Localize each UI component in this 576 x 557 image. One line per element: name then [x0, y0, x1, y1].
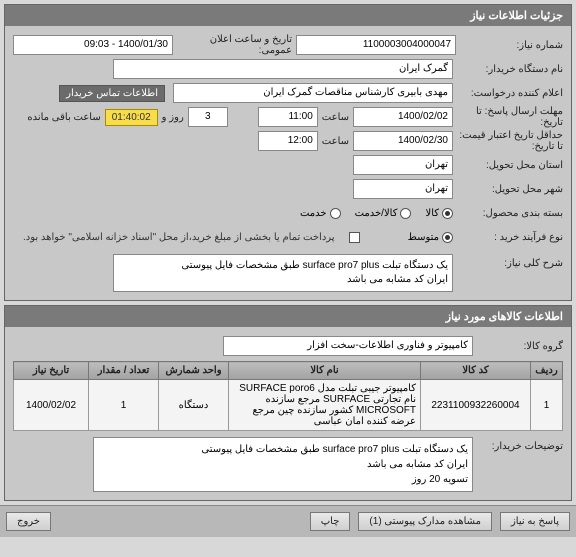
- table-row[interactable]: 1 2231100932260004 کامپیوتر جیبی تبلت مد…: [14, 380, 563, 431]
- delivery-city: تهران: [353, 179, 453, 199]
- reply-date: 1400/02/02: [353, 107, 453, 127]
- time-label-2: ساعت: [318, 136, 353, 147]
- requester-label: اعلام کننده درخواست:: [453, 88, 563, 99]
- packing-label: بسته بندی محصول:: [453, 208, 563, 219]
- price-valid-label: حداقل تاریخ اعتبار قیمت: تا تاریخ:: [453, 130, 563, 152]
- need-description: یک دستگاه تبلت surface pro7 plus طبق مشخ…: [113, 254, 453, 292]
- table-header-row: ردیف کد کالا نام کالا واحد شمارش تعداد /…: [14, 362, 563, 380]
- cell-code: 2231100932260004: [421, 380, 531, 431]
- print-button[interactable]: چاپ: [310, 512, 351, 531]
- delivery-city-label: شهر محل تحویل:: [453, 184, 563, 195]
- attachments-button[interactable]: مشاهده مدارک پیوستی (1): [358, 512, 492, 531]
- col-date: تاریخ نیاز: [14, 362, 89, 380]
- buyer-notes-label: توضیحات خریدار:: [473, 437, 563, 452]
- packing-radio-service[interactable]: خدمت: [300, 208, 341, 219]
- purchase-radio-medium[interactable]: متوسط: [408, 232, 453, 243]
- buyer-org-label: نام دستگاه خریدار:: [453, 64, 563, 75]
- purchase-type-label: نوع فرآیند خرید :: [453, 232, 563, 243]
- radio-icon: [400, 208, 411, 219]
- buyer-org: گمرک ایران: [113, 59, 453, 79]
- need-info-panel: جزئیات اطلاعات نیاز شماره نیاز: 11000030…: [4, 4, 572, 301]
- time-label-1: ساعت: [318, 112, 353, 123]
- contact-buyer-button[interactable]: اطلاعات تماس خریدار: [59, 85, 165, 102]
- cell-idx: 1: [531, 380, 563, 431]
- panel1-body: شماره نیاز: 1100003004000047 تاریخ و ساع…: [5, 26, 571, 300]
- col-name: نام کالا: [229, 362, 421, 380]
- delivery-province-label: استان محل تحویل:: [453, 160, 563, 171]
- public-datetime: 1400/01/30 - 09:03: [13, 35, 173, 55]
- cell-name: کامپیوتر جیبی تبلت مدل SURFACE poro6 نام…: [229, 380, 421, 431]
- radio-icon: [442, 232, 453, 243]
- reply-deadline-label: مهلت ارسال پاسخ: تا تاریخ:: [453, 106, 563, 128]
- goods-info-panel: اطلاعات کالاهای مورد نیاز گروه کالا: کام…: [4, 305, 572, 501]
- remain-label: ساعت باقی مانده: [23, 112, 104, 123]
- panel2-body: گروه کالا: کامپیوتر و فناوری اطلاعات-سخت…: [5, 327, 571, 500]
- exit-button[interactable]: خروج: [6, 512, 51, 531]
- desc-label: شرح کلی نیاز:: [453, 254, 563, 269]
- cell-qty: 1: [89, 380, 159, 431]
- radio-icon: [442, 208, 453, 219]
- col-unit: واحد شمارش: [159, 362, 229, 380]
- delivery-province: تهران: [353, 155, 453, 175]
- treasury-note: پرداخت تمام یا بخشی از مبلغ خرید،از محل …: [23, 232, 335, 243]
- need-number: 1100003004000047: [296, 35, 456, 55]
- reply-button[interactable]: پاسخ به نیاز: [500, 512, 570, 531]
- days-label: روز و: [158, 112, 188, 123]
- buyer-notes: یک دستگاه تبلت surface pro7 plus طبق مشخ…: [93, 437, 473, 492]
- price-valid-time: 12:00: [258, 131, 318, 151]
- price-valid-date: 1400/02/30: [353, 131, 453, 151]
- col-idx: ردیف: [531, 362, 563, 380]
- cell-date: 1400/02/02: [14, 380, 89, 431]
- packing-radio-goods[interactable]: کالا: [425, 208, 453, 219]
- purchase-type-group: متوسط پرداخت تمام یا بخشی از مبلغ خرید،ا…: [23, 232, 453, 243]
- public-datetime-label: تاریخ و ساعت اعلان عمومی:: [173, 34, 296, 56]
- col-qty: تعداد / مقدار: [89, 362, 159, 380]
- panel1-title: جزئیات اطلاعات نیاز: [5, 5, 571, 26]
- packing-radio-goods-service[interactable]: کالا/خدمت: [355, 208, 412, 219]
- footer-bar: پاسخ به نیاز مشاهده مدارک پیوستی (1) چاپ…: [0, 505, 576, 537]
- need-number-label: شماره نیاز:: [456, 40, 563, 51]
- reply-time: 11:00: [258, 107, 318, 127]
- countdown-timer: 01:40:02: [105, 109, 158, 126]
- goods-group: کامپیوتر و فناوری اطلاعات-سخت افزار: [223, 336, 473, 356]
- group-label: گروه کالا:: [473, 341, 563, 352]
- requester: مهدی بابیری کارشناس مناقصات گمرک ایران: [173, 83, 453, 103]
- packing-radio-group: کالا کالا/خدمت خدمت: [300, 208, 453, 219]
- col-code: کد کالا: [421, 362, 531, 380]
- panel2-title: اطلاعات کالاهای مورد نیاز: [5, 306, 571, 327]
- radio-icon: [330, 208, 341, 219]
- treasury-checkbox[interactable]: [349, 232, 360, 243]
- cell-unit: دستگاه: [159, 380, 229, 431]
- goods-table: ردیف کد کالا نام کالا واحد شمارش تعداد /…: [13, 361, 563, 431]
- days-remaining: 3: [188, 107, 228, 127]
